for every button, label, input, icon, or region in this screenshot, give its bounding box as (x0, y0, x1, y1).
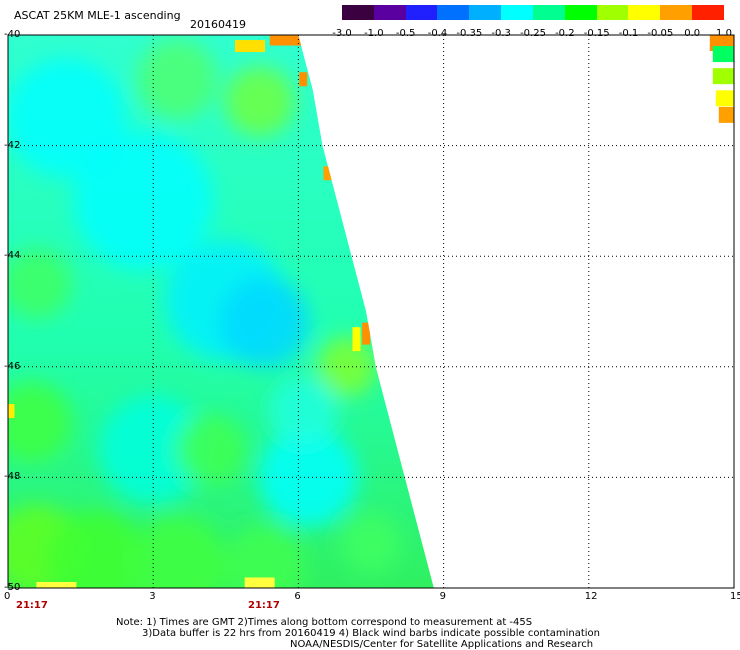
time-label-1: 21:17 (16, 600, 48, 611)
longitude-label: 0 (4, 591, 11, 602)
longitude-label: 6 (294, 591, 301, 602)
colorbar-tick-label: -0.5 (395, 28, 416, 39)
map-date: 20160419 (190, 18, 246, 31)
colorbar-tick-label: -0.4 (427, 28, 448, 39)
note-line-2: 3)Data buffer is 22 hrs from 20160419 4)… (142, 628, 600, 639)
swath-corner-patch (709, 35, 734, 123)
colorbar-swatch (342, 5, 374, 20)
colorbar-swatch (405, 5, 438, 20)
colorbar (342, 5, 724, 20)
colorbar-tick-label: -0.2 (555, 28, 575, 39)
colorbar-swatch (469, 5, 502, 20)
longitude-label: 9 (439, 591, 446, 602)
colorbar-tick-label: -0.1 (618, 28, 639, 39)
latitude-label: -48 (4, 471, 21, 483)
colorbar-swatch (660, 5, 693, 20)
colorbar-tick-label: 1.0 (716, 28, 732, 39)
colorbar-swatch (564, 5, 597, 20)
colorbar-swatch (692, 5, 724, 20)
colorbar-swatch (532, 5, 565, 20)
latitude-label: -42 (4, 139, 21, 151)
colorbar-tick-label: 0.0 (684, 28, 701, 39)
colorbar-tick-label: -1.0 (364, 28, 384, 39)
longitude-label: 15 (730, 591, 740, 602)
longitude-label: 3 (149, 591, 156, 602)
colorbar-tick-label: -0.3 (491, 28, 511, 39)
latitude-label: -44 (4, 250, 21, 262)
longitude-label: 12 (584, 591, 598, 602)
colorbar-swatch (437, 5, 470, 20)
colorbar-tick-label: -3.0 (332, 28, 352, 39)
latitude-label: -50 (4, 582, 21, 593)
note-line-3: NOAA/NESDIS/Center for Satellite Applica… (290, 639, 594, 650)
colorbar-tick-label: -0.25 (520, 28, 546, 39)
plot-frame (7, 34, 735, 589)
latitude-label: -46 (4, 360, 21, 372)
colorbar-strip (342, 5, 724, 20)
colorbar-swatch (501, 5, 533, 20)
colorbar-swatch (628, 5, 661, 20)
note-line-1: Note: 1) Times are GMT 2)Times along bot… (116, 617, 533, 628)
time-label-2: 21:17 (248, 600, 280, 611)
swath-data (8, 35, 734, 588)
colorbar-swatch (596, 5, 629, 20)
colorbar-tick-label: -0.35 (456, 28, 483, 39)
colorbar-tick-label: -0.15 (583, 28, 610, 39)
colorbar-tick-label: -0.05 (647, 28, 674, 39)
map-title: ASCAT 25KM MLE-1 ascending (14, 9, 181, 22)
latitude-label: -40 (4, 29, 21, 40)
colorbar-swatch (373, 5, 406, 20)
